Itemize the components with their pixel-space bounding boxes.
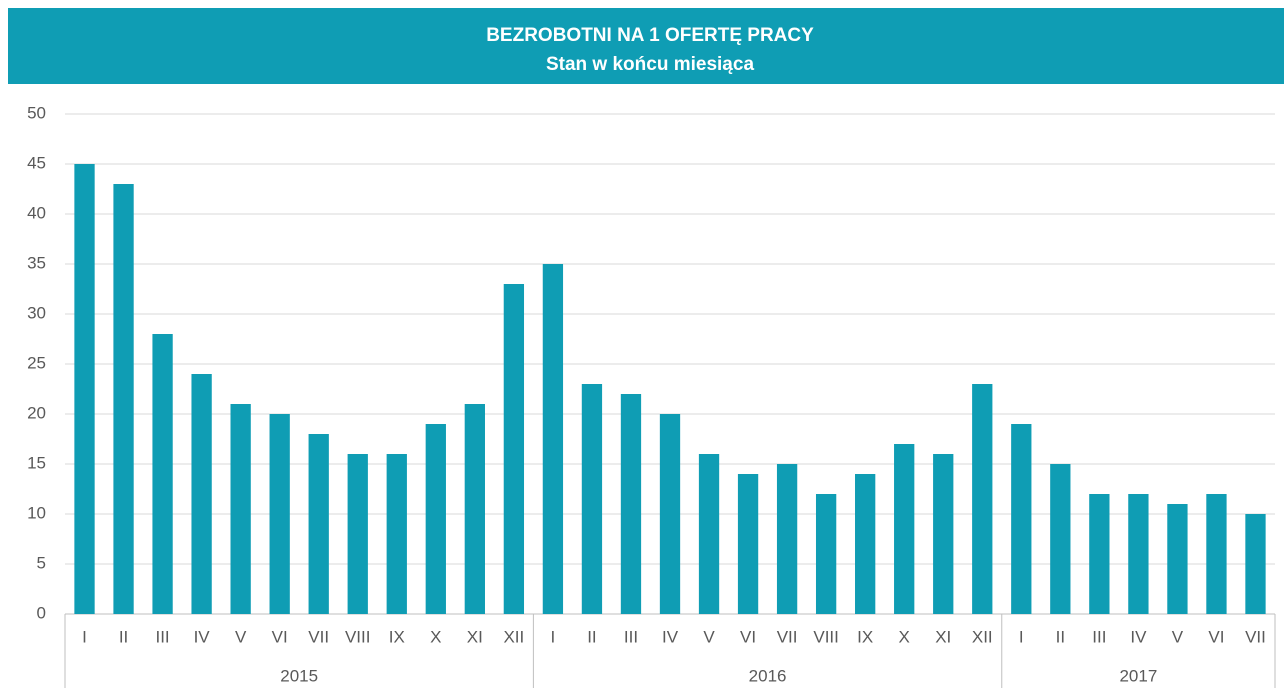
x-tick-label: VIII	[813, 627, 839, 646]
x-tick-label: VII	[777, 627, 798, 646]
x-tick-label: II	[587, 627, 596, 646]
x-tick-label: VI	[1208, 627, 1224, 646]
x-tick-label: X	[430, 627, 441, 646]
bar	[386, 454, 407, 614]
x-tick-label: V	[1172, 627, 1184, 646]
y-tick-label: 0	[37, 603, 46, 622]
bar	[815, 494, 837, 614]
bar	[347, 454, 368, 614]
x-tick-label: II	[119, 627, 128, 646]
bar	[620, 394, 642, 614]
x-tick-label: XII	[503, 627, 524, 646]
x-tick-label: XI	[935, 627, 951, 646]
bar	[855, 474, 876, 614]
y-tick-label: 40	[27, 203, 46, 222]
x-tick-label: X	[899, 627, 910, 646]
y-tick-label: 30	[27, 303, 46, 322]
bar	[425, 424, 446, 614]
x-tick-label: VII	[1245, 627, 1266, 646]
y-tick-label: 25	[27, 353, 46, 372]
bar	[464, 404, 485, 614]
chart-subtitle: Stan w końcu miesiąca	[546, 54, 754, 75]
bar	[230, 404, 251, 614]
y-tick-label: 45	[27, 153, 46, 172]
x-tick-label: III	[1092, 627, 1106, 646]
x-tick-label: IV	[1130, 627, 1147, 646]
bar	[1167, 504, 1188, 614]
title-band	[8, 8, 1284, 84]
bar	[1206, 494, 1227, 614]
bar	[74, 164, 95, 614]
bar	[542, 264, 564, 614]
x-tick-label: VI	[740, 627, 756, 646]
group-label: 2015	[280, 666, 318, 685]
x-tick-label: IX	[857, 627, 873, 646]
group-label: 2017	[1119, 666, 1157, 685]
bar	[1245, 514, 1266, 614]
bar	[1089, 494, 1110, 614]
bar	[191, 374, 212, 614]
x-tick-label: IV	[662, 627, 679, 646]
bar	[737, 474, 759, 614]
y-tick-label: 15	[27, 453, 46, 472]
x-tick-label: XII	[972, 627, 993, 646]
x-tick-label: VIII	[345, 627, 371, 646]
y-tick-label: 20	[27, 403, 46, 422]
bar	[1011, 424, 1032, 614]
bar	[894, 444, 915, 614]
x-tick-label: VI	[272, 627, 288, 646]
bar	[308, 434, 329, 614]
bar	[503, 284, 525, 614]
x-tick-label: VII	[308, 627, 329, 646]
x-tick-label: I	[551, 627, 556, 646]
x-tick-label: XI	[467, 627, 483, 646]
x-tick-label: III	[155, 627, 169, 646]
x-tick-label: V	[235, 627, 247, 646]
x-tick-label: II	[1056, 627, 1065, 646]
x-tick-label: IV	[194, 627, 211, 646]
x-tick-label: I	[82, 627, 87, 646]
bar	[1050, 464, 1071, 614]
y-tick-label: 5	[37, 553, 46, 572]
group-label: 2016	[749, 666, 787, 685]
bar	[152, 334, 173, 614]
bar	[581, 384, 603, 614]
bar	[776, 464, 798, 614]
bar	[972, 384, 993, 614]
bar	[659, 414, 681, 614]
chart-title: BEZROBOTNI NA 1 OFERTĘ PRACY	[486, 25, 814, 46]
y-tick-label: 35	[27, 253, 46, 272]
bar	[698, 454, 720, 614]
bar	[1128, 494, 1149, 614]
bar	[113, 184, 134, 614]
bar	[933, 454, 954, 614]
x-tick-label: IX	[389, 627, 405, 646]
bar	[269, 414, 290, 614]
y-tick-label: 10	[27, 503, 46, 522]
x-tick-label: I	[1019, 627, 1024, 646]
x-tick-label: V	[703, 627, 715, 646]
y-tick-label: 50	[27, 103, 46, 122]
x-tick-label: III	[624, 627, 638, 646]
